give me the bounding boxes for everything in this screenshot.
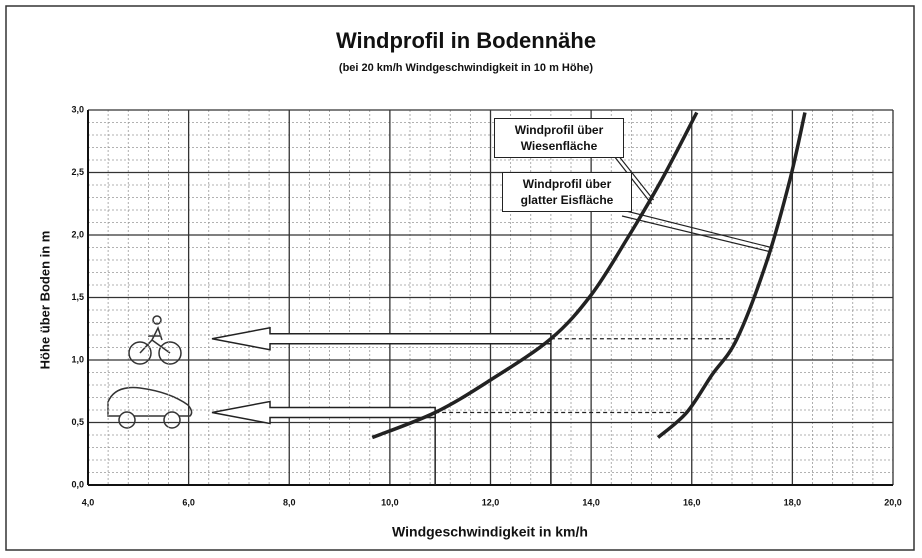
- arrow: [211, 326, 552, 351]
- x-tick-label: 12,0: [482, 497, 500, 507]
- y-tick-label: 3,0: [71, 104, 84, 114]
- y-tick-label: 1,5: [71, 292, 84, 302]
- x-tick-label: 18,0: [784, 497, 802, 507]
- y-tick-label: 0,0: [71, 479, 84, 489]
- series-line: [656, 112, 807, 439]
- series-label: Windprofil über glatter Eisfläche: [502, 172, 632, 212]
- arrow: [211, 400, 436, 425]
- x-tick-label: 6,0: [182, 497, 195, 507]
- callout-leader: [621, 209, 774, 253]
- y-tick-label: 2,0: [71, 229, 84, 239]
- x-tick-label: 14,0: [582, 497, 600, 507]
- callout-leader: [613, 149, 655, 205]
- series-label: Windprofil über Wiesenfläche: [494, 118, 624, 158]
- x-tick-label: 16,0: [683, 497, 701, 507]
- x-tick-label: 10,0: [381, 497, 399, 507]
- y-tick-label: 1,0: [71, 354, 84, 364]
- y-axis-title: Höhe über Boden in m: [37, 231, 52, 370]
- bike-icon: [128, 315, 182, 365]
- x-axis-title: Windgeschwindigkeit in km/h: [392, 524, 588, 540]
- y-tick-label: 2,5: [71, 167, 84, 177]
- y-tick-label: 0,5: [71, 417, 84, 427]
- x-tick-label: 20,0: [884, 497, 902, 507]
- chart-subtitle: (bei 20 km/h Windgeschwindigkeit in 10 m…: [339, 62, 594, 74]
- series-line: [371, 111, 699, 440]
- car-icon: [107, 386, 193, 429]
- x-tick-label: 8,0: [283, 497, 296, 507]
- chart-title: Windprofil in Bodennähe: [336, 28, 596, 53]
- frame: [5, 5, 915, 551]
- x-tick-label: 4,0: [82, 497, 95, 507]
